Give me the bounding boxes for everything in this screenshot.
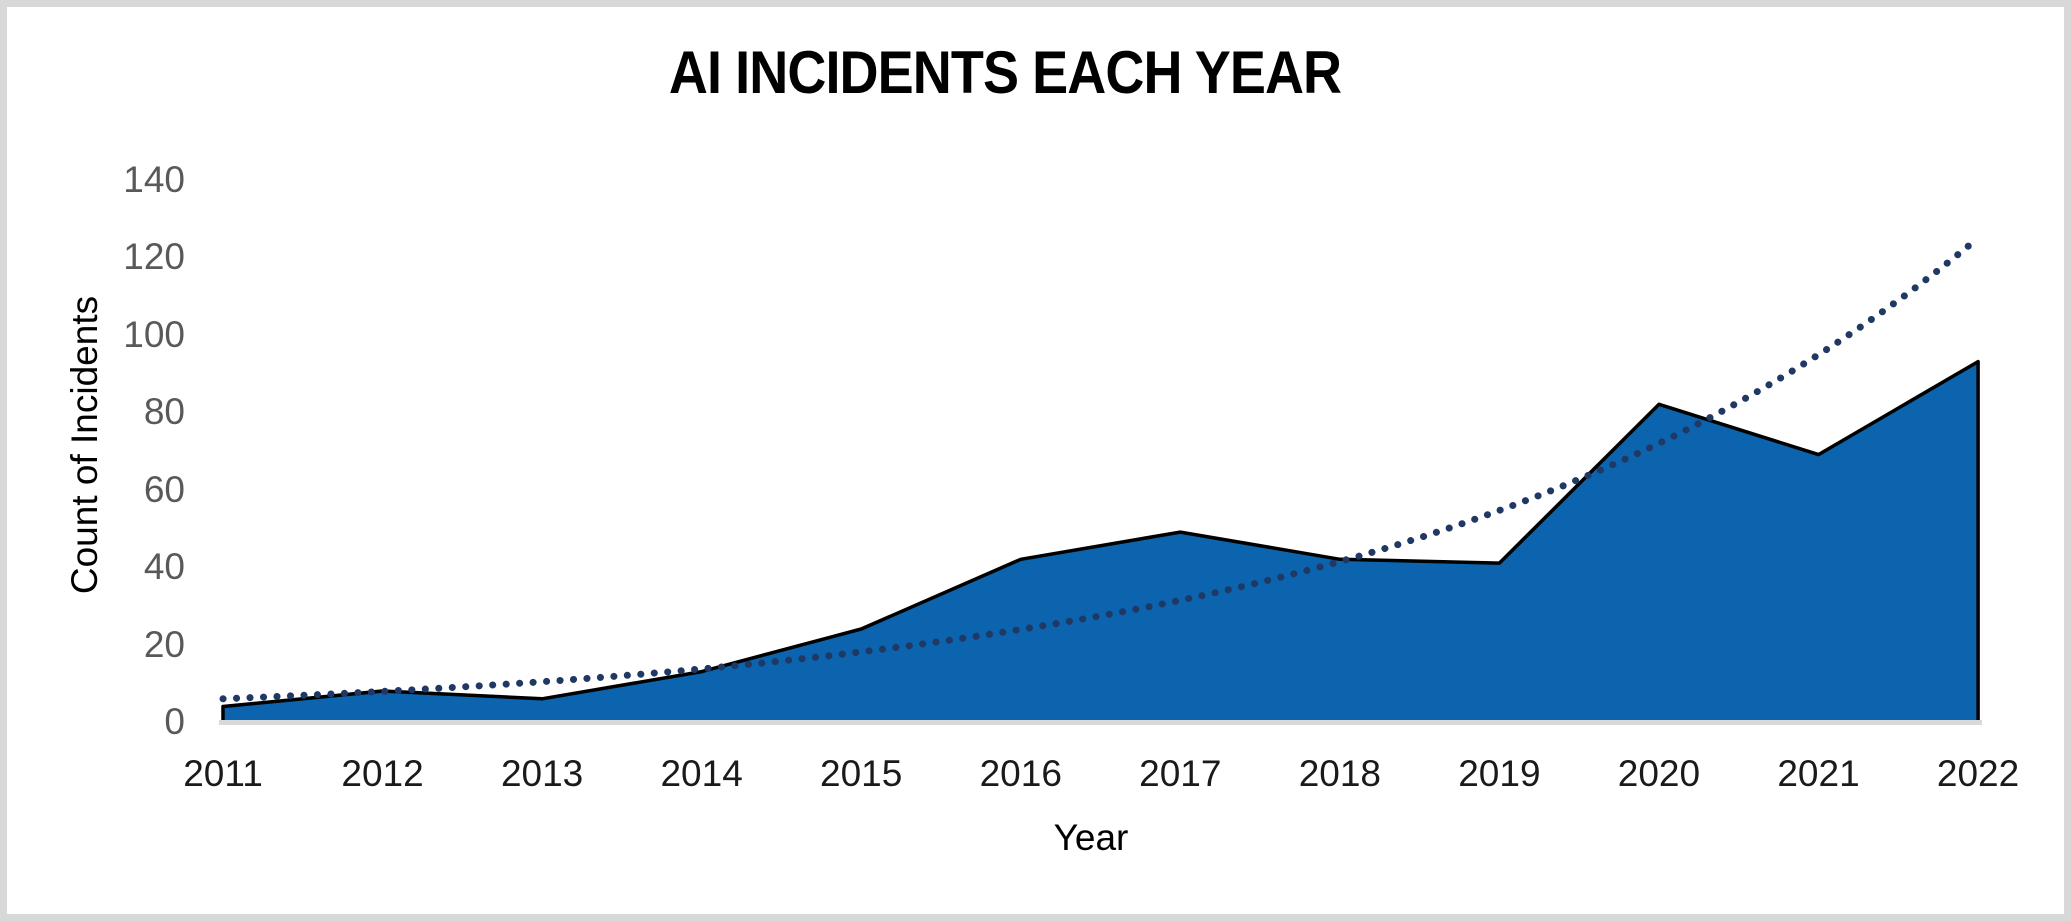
y-tick-label-140: 140 bbox=[123, 158, 185, 200]
y-tick-label-60: 60 bbox=[143, 468, 185, 510]
chart-title: AI INCIDENTS EACH YEAR bbox=[668, 39, 1342, 106]
exponential-trendline-dotted bbox=[219, 234, 1982, 703]
x-tick-label-2020: 2020 bbox=[1617, 753, 1701, 794]
x-tick-label-2017: 2017 bbox=[1139, 753, 1222, 794]
x-tick-label-2021: 2021 bbox=[1777, 753, 1860, 794]
x-tick-label-2011: 2011 bbox=[183, 753, 263, 794]
x-tick-label-2019: 2019 bbox=[1458, 753, 1541, 794]
y-tick-label-80: 80 bbox=[143, 391, 185, 432]
x-tick-label-2012: 2012 bbox=[341, 753, 424, 794]
y-tick-label-100: 100 bbox=[123, 313, 185, 355]
y-tick-label-40: 40 bbox=[143, 546, 185, 587]
x-tick-label-2015: 2015 bbox=[820, 753, 903, 794]
incidents-area-series bbox=[221, 359, 1980, 724]
x-tick-label-2014: 2014 bbox=[660, 753, 743, 794]
x-tick-label-2016: 2016 bbox=[979, 753, 1062, 794]
x-tick-label-2022: 2022 bbox=[1936, 753, 2020, 794]
y-tick-label-20: 20 bbox=[143, 623, 185, 665]
x-tick-label-2018: 2018 bbox=[1298, 753, 1381, 794]
y-tick-label-0: 0 bbox=[164, 701, 185, 742]
y-tick-label-120: 120 bbox=[123, 236, 185, 277]
x-tick-label-2013: 2013 bbox=[500, 753, 584, 794]
x-axis-title: Year bbox=[1053, 817, 1129, 858]
